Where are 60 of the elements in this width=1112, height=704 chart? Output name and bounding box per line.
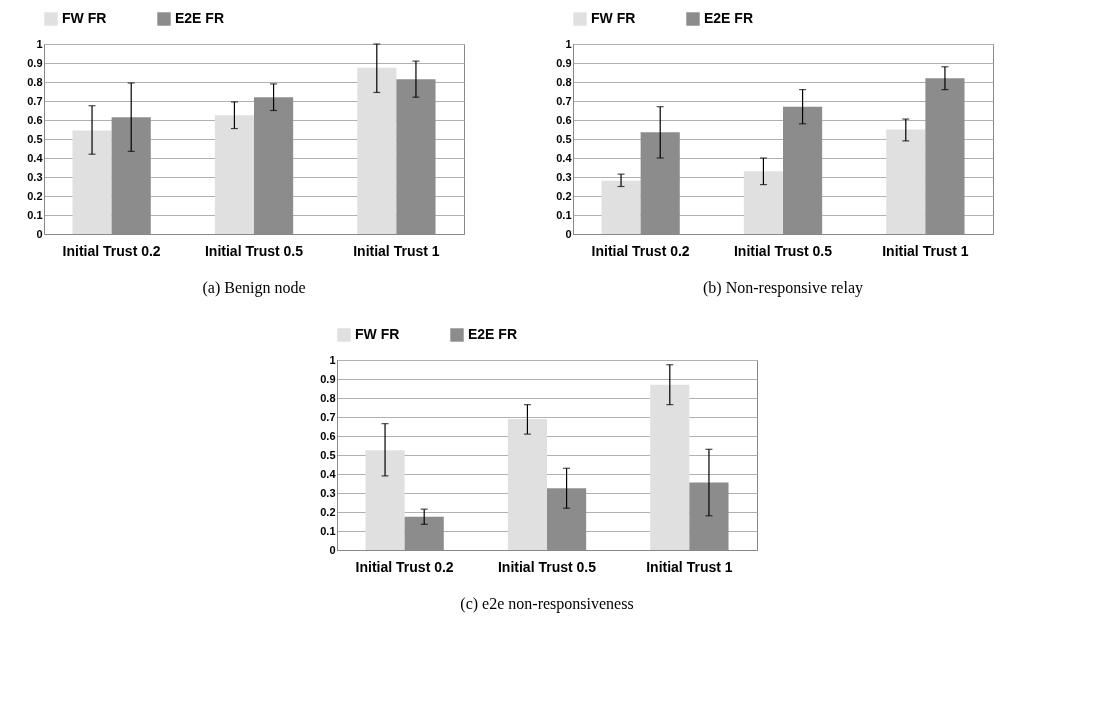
x-tick-label: Initial Trust 0.2 bbox=[355, 558, 454, 575]
x-tick-label: Initial Trust 0.5 bbox=[204, 242, 304, 259]
text: (c) e2e non-responsiveness bbox=[460, 595, 634, 613]
y-tick-label: 0 bbox=[36, 227, 43, 240]
y-tick-label: 0.2 bbox=[27, 189, 43, 202]
y-tick-label: 0.9 bbox=[320, 372, 336, 385]
y-tick-label: 0.4 bbox=[556, 151, 573, 164]
bar bbox=[650, 384, 690, 550]
y-tick-label: 0.7 bbox=[27, 94, 43, 107]
y-tick-label: 0.2 bbox=[320, 505, 336, 518]
y-tick-label: 0.5 bbox=[320, 448, 336, 461]
bar bbox=[214, 115, 254, 234]
y-tick-label: 0.8 bbox=[556, 75, 572, 88]
bar bbox=[886, 129, 926, 234]
y-tick-label: 0.3 bbox=[27, 170, 43, 183]
bar bbox=[601, 180, 641, 234]
y-tick-label: 0.8 bbox=[27, 75, 43, 88]
x-tick-label: Initial Trust 1 bbox=[353, 242, 440, 259]
legend-label: E2E FR bbox=[468, 326, 518, 342]
y-tick-label: 0.6 bbox=[320, 429, 336, 442]
x-tick-label: Initial Trust 1 bbox=[646, 558, 733, 575]
y-tick-label: 0.6 bbox=[27, 113, 43, 126]
text: (a) Benign node bbox=[202, 279, 306, 297]
bar bbox=[365, 450, 405, 550]
y-tick-label: 0.2 bbox=[556, 189, 572, 202]
y-tick-label: 0.7 bbox=[556, 94, 572, 107]
text: (b) Non-responsive relay bbox=[703, 279, 863, 297]
legend-label: E2E FR bbox=[175, 10, 225, 26]
x-tick-label: Initial Trust 0.5 bbox=[497, 558, 597, 575]
bar bbox=[72, 130, 112, 234]
y-tick-label: 1 bbox=[329, 353, 336, 366]
legend-label: FW FR bbox=[62, 10, 107, 26]
y-tick-label: 0.3 bbox=[320, 486, 336, 499]
y-tick-label: 0.7 bbox=[320, 410, 336, 423]
y-tick-label: 1 bbox=[36, 37, 43, 50]
y-tick-label: 0.5 bbox=[556, 132, 572, 145]
y-tick-label: 0.1 bbox=[320, 524, 336, 537]
y-tick-label: 1 bbox=[565, 37, 572, 50]
x-tick-label: Initial Trust 0.5 bbox=[733, 242, 833, 259]
bar bbox=[507, 418, 547, 550]
legend-label: FW FR bbox=[355, 326, 400, 342]
y-tick-label: 0.4 bbox=[320, 467, 337, 480]
bar bbox=[743, 171, 783, 234]
x-tick-label: Initial Trust 1 bbox=[882, 242, 969, 259]
legend-label: E2E FR bbox=[704, 10, 754, 26]
y-tick-label: 0 bbox=[329, 543, 336, 556]
x-tick-label: Initial Trust 0.2 bbox=[591, 242, 690, 259]
y-tick-label: 0.8 bbox=[320, 391, 336, 404]
y-tick-label: 0.9 bbox=[556, 56, 572, 69]
x-tick-label: Initial Trust 0.2 bbox=[62, 242, 161, 259]
y-tick-label: 0.1 bbox=[27, 208, 43, 221]
legend-label: FW FR bbox=[591, 10, 636, 26]
y-tick-label: 0.4 bbox=[27, 151, 44, 164]
y-tick-label: 0.1 bbox=[556, 208, 572, 221]
y-tick-label: 0.5 bbox=[27, 132, 43, 145]
bar bbox=[357, 67, 397, 234]
y-tick-label: 0.9 bbox=[27, 56, 43, 69]
y-tick-label: 0.3 bbox=[556, 170, 572, 183]
y-tick-label: 0 bbox=[565, 227, 572, 240]
y-tick-label: 0.6 bbox=[556, 113, 572, 126]
